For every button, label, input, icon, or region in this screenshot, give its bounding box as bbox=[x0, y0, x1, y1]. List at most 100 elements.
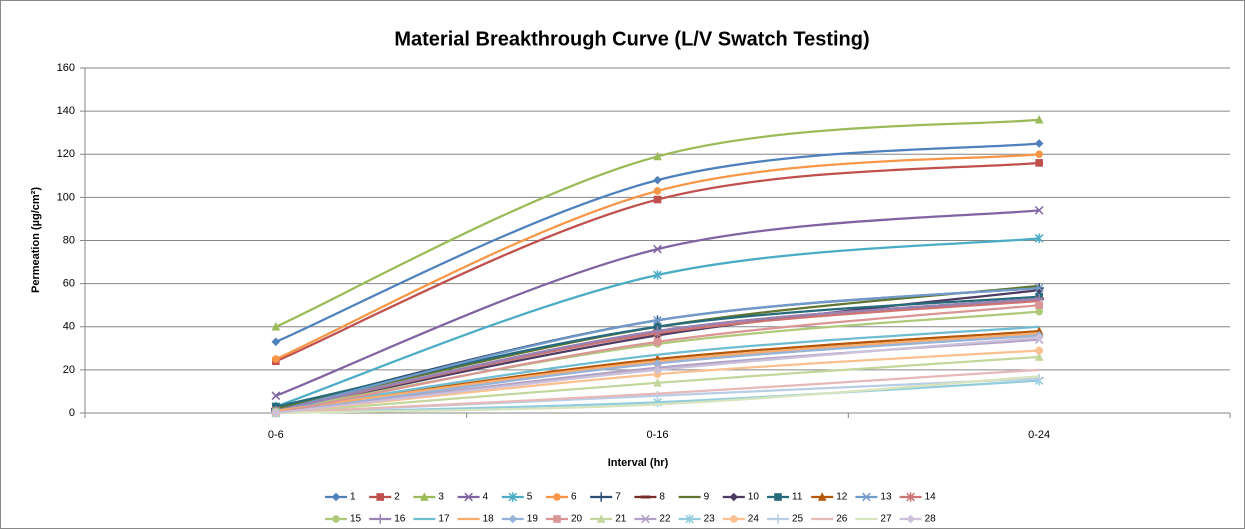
marker bbox=[653, 244, 662, 254]
legend-label: 15 bbox=[350, 514, 362, 525]
y-tick-label: 60 bbox=[63, 278, 75, 290]
marker bbox=[272, 355, 280, 363]
marker bbox=[653, 338, 662, 346]
marker bbox=[906, 492, 915, 502]
marker bbox=[376, 493, 384, 501]
marker bbox=[1035, 307, 1043, 316]
x-tick-label: 0-6 bbox=[268, 429, 284, 441]
marker bbox=[653, 195, 662, 204]
marker bbox=[1034, 333, 1044, 342]
legend-label: 23 bbox=[704, 514, 716, 525]
marker bbox=[596, 492, 606, 502]
marker bbox=[653, 270, 662, 280]
y-axis-label: Permeation (µg/cm²) bbox=[30, 187, 42, 293]
marker bbox=[653, 151, 662, 161]
marker bbox=[1035, 346, 1043, 355]
marker bbox=[1035, 159, 1043, 167]
y-tick-label: 0 bbox=[69, 407, 75, 419]
marker bbox=[653, 315, 662, 325]
marker bbox=[271, 321, 281, 331]
legend-label: 12 bbox=[836, 492, 848, 503]
legend-label: 19 bbox=[527, 514, 539, 525]
series-line bbox=[275, 375, 1040, 415]
marker bbox=[420, 492, 429, 501]
marker bbox=[729, 492, 739, 502]
marker bbox=[906, 514, 915, 524]
legend-label: 17 bbox=[438, 514, 450, 525]
marker bbox=[652, 326, 663, 336]
legend-label: 21 bbox=[615, 514, 627, 525]
legend-label: 8 bbox=[659, 492, 665, 503]
marker bbox=[464, 492, 473, 502]
marker bbox=[653, 365, 662, 375]
legend-label: 9 bbox=[704, 492, 710, 503]
marker bbox=[1034, 114, 1044, 124]
legend-label: 22 bbox=[659, 514, 671, 525]
y-tick-label: 40 bbox=[63, 321, 75, 333]
y-tick-label: 140 bbox=[57, 105, 75, 117]
marker bbox=[1035, 150, 1043, 159]
marker bbox=[375, 514, 385, 524]
marker bbox=[653, 378, 662, 387]
legend-label: 16 bbox=[394, 514, 406, 525]
marker bbox=[1034, 352, 1044, 361]
y-tick-label: 160 bbox=[57, 62, 75, 74]
y-tick-label: 20 bbox=[63, 364, 75, 376]
legend-label: 5 bbox=[527, 492, 533, 503]
legend-label: 7 bbox=[615, 492, 621, 503]
marker bbox=[1034, 205, 1044, 215]
legend-label: 13 bbox=[880, 492, 892, 503]
y-tick-label: 120 bbox=[57, 148, 75, 160]
legend-label: 28 bbox=[925, 514, 937, 525]
chart-title: Material Breakthrough Curve (L/V Swatch … bbox=[394, 28, 869, 50]
marker bbox=[773, 514, 783, 524]
marker bbox=[730, 515, 738, 523]
x-tick-label: 0-16 bbox=[646, 429, 668, 441]
marker bbox=[685, 514, 694, 524]
marker bbox=[1034, 283, 1044, 293]
marker bbox=[653, 175, 662, 185]
marker bbox=[862, 492, 871, 502]
legend-label: 27 bbox=[880, 514, 892, 525]
marker bbox=[508, 492, 518, 502]
x-tick-label: 0-24 bbox=[1028, 429, 1050, 441]
marker bbox=[332, 515, 340, 523]
marker bbox=[331, 492, 341, 502]
marker bbox=[553, 515, 561, 523]
legend-label: 20 bbox=[571, 514, 583, 525]
marker bbox=[653, 370, 662, 378]
legend-label: 26 bbox=[836, 514, 848, 525]
marker bbox=[508, 514, 518, 524]
y-tick-label: 100 bbox=[57, 191, 75, 203]
y-tick-label: 80 bbox=[63, 234, 75, 246]
marker bbox=[817, 492, 827, 501]
marker bbox=[1035, 301, 1043, 309]
series-line bbox=[275, 325, 1040, 412]
marker bbox=[653, 359, 662, 368]
legend-label: 25 bbox=[792, 514, 804, 525]
marker bbox=[596, 514, 606, 523]
marker bbox=[271, 408, 281, 418]
legend-label: 14 bbox=[925, 492, 937, 503]
series-line bbox=[275, 368, 1040, 415]
legend-label: 24 bbox=[748, 514, 760, 525]
legend-label: 6 bbox=[571, 492, 577, 503]
marker bbox=[1034, 373, 1044, 384]
marker bbox=[641, 514, 650, 524]
legend-label: 18 bbox=[483, 514, 495, 525]
legend-label: 10 bbox=[748, 492, 760, 503]
marker bbox=[271, 337, 281, 347]
marker bbox=[553, 493, 561, 501]
marker bbox=[271, 391, 281, 401]
marker bbox=[1034, 233, 1044, 244]
marker bbox=[653, 187, 662, 195]
legend-label: 1 bbox=[350, 492, 356, 503]
legend-label: 11 bbox=[792, 492, 803, 503]
x-axis-label: Interval (hr) bbox=[608, 457, 669, 469]
marker bbox=[774, 493, 782, 501]
legend-label: 3 bbox=[438, 492, 444, 503]
legend-label: 2 bbox=[394, 492, 400, 503]
legend-label: 4 bbox=[483, 492, 489, 503]
